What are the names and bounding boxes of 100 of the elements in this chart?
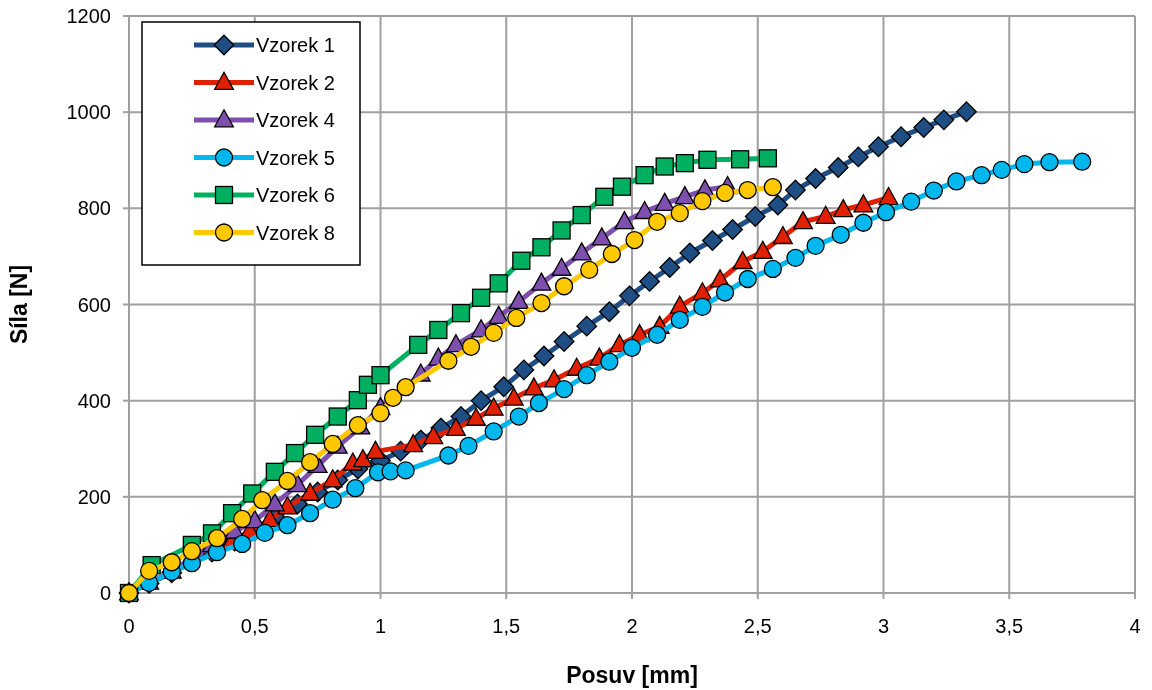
point [352, 448, 373, 468]
point [913, 117, 935, 138]
point [577, 366, 596, 385]
y-tick-label: 800 [77, 197, 111, 220]
y-tick-label: 400 [77, 389, 111, 412]
point [207, 529, 227, 548]
point [471, 288, 491, 307]
point [614, 210, 635, 230]
point [396, 378, 415, 397]
point [439, 351, 458, 370]
point [902, 192, 921, 211]
point [371, 366, 390, 385]
point [591, 227, 612, 246]
point [459, 436, 478, 456]
legend-label: Vzorek 4 [256, 109, 335, 131]
point [461, 337, 481, 356]
point [602, 244, 622, 264]
legend-label: Vzorek 6 [256, 184, 335, 206]
point [868, 136, 889, 158]
point [503, 387, 524, 406]
point [679, 242, 701, 264]
point [323, 434, 342, 454]
point [878, 186, 899, 206]
x-tick-label: 1,5 [492, 615, 521, 637]
point [670, 310, 689, 330]
point [744, 206, 766, 227]
y-tick-label: 0 [99, 582, 111, 604]
legend-label: Vzorek 5 [256, 146, 335, 169]
point [571, 242, 592, 261]
point [233, 534, 252, 554]
point [470, 390, 492, 412]
x-tick-label: 0,5 [240, 615, 269, 637]
point [551, 257, 572, 276]
point [674, 185, 695, 205]
point [484, 422, 503, 441]
point [278, 516, 297, 535]
legend-label: Vzorek 8 [256, 221, 335, 244]
point [285, 443, 305, 463]
point [328, 407, 347, 426]
point [553, 331, 575, 352]
point [595, 187, 614, 206]
y-axis-title: Síla [N] [6, 264, 32, 345]
x-tick-label: 2,5 [743, 615, 772, 637]
point [532, 293, 551, 313]
point [554, 379, 574, 399]
point [675, 153, 694, 173]
point [702, 230, 723, 251]
point [876, 203, 896, 222]
point [323, 490, 342, 509]
point [139, 561, 159, 581]
point [576, 315, 598, 337]
point [698, 150, 717, 169]
x-tick-label: 3,5 [995, 615, 1024, 637]
point [300, 482, 321, 501]
point [493, 376, 515, 398]
point [648, 212, 667, 231]
point [715, 283, 735, 302]
point [513, 359, 535, 381]
point [827, 157, 849, 178]
point [403, 434, 424, 453]
point [409, 335, 428, 355]
point [532, 238, 551, 257]
point [815, 205, 836, 224]
point [1015, 154, 1034, 174]
point [554, 277, 574, 296]
y-tick-label: 1200 [66, 5, 111, 27]
point [253, 491, 272, 510]
point [732, 250, 753, 270]
point [693, 191, 712, 211]
point [786, 248, 805, 268]
point [509, 407, 528, 426]
point [383, 388, 403, 407]
point [445, 417, 466, 437]
point [598, 301, 620, 323]
point [423, 425, 444, 445]
point [552, 221, 571, 240]
point [580, 260, 599, 280]
point [451, 304, 471, 323]
point [654, 192, 675, 211]
point [635, 166, 654, 185]
point [722, 219, 744, 240]
point [396, 461, 415, 480]
point [466, 407, 487, 426]
x-tick-label: 2 [626, 615, 638, 637]
point [715, 183, 735, 203]
point [619, 285, 640, 307]
point [348, 391, 368, 410]
point [772, 225, 793, 245]
point [972, 166, 991, 185]
point [572, 205, 591, 225]
point [947, 172, 966, 191]
point [429, 320, 448, 340]
x-tick-label: 4 [1129, 615, 1141, 637]
point [854, 213, 873, 232]
point [300, 504, 320, 523]
point [738, 180, 757, 200]
point [831, 225, 850, 244]
point [1073, 152, 1092, 171]
point [381, 462, 400, 481]
y-tick-label: 1000 [66, 101, 111, 124]
